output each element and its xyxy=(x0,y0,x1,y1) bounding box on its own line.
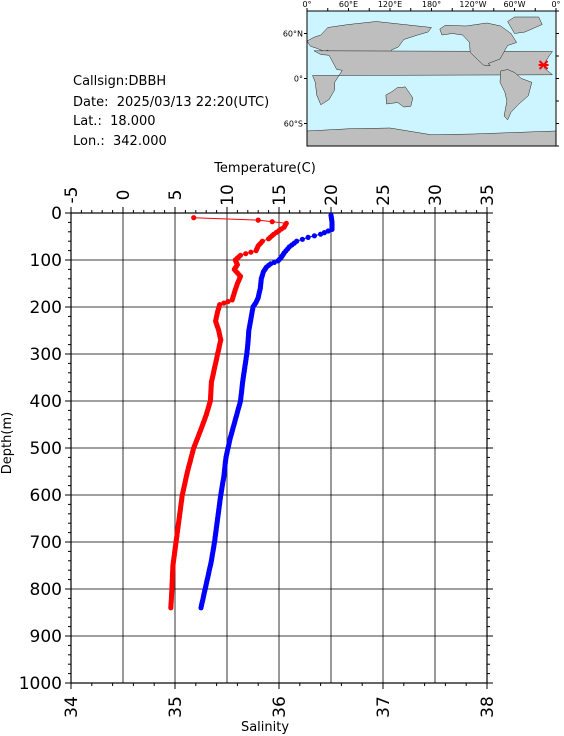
lat-value: 18.000 xyxy=(110,114,156,129)
data-point xyxy=(168,605,174,611)
data-point xyxy=(311,233,317,239)
temperature-tick-label: -5 xyxy=(62,187,82,204)
map-land-3 xyxy=(439,22,517,67)
lon-label: Lon.: xyxy=(73,134,105,149)
salinity-tick-label: 35 xyxy=(166,696,186,718)
lon-value: 342.000 xyxy=(113,134,167,149)
map-lon-tick-label: 120°E xyxy=(378,0,402,9)
depth-tick-label: 200 xyxy=(30,298,62,318)
data-point xyxy=(191,215,197,221)
callsign-text: Callsign:DBBH xyxy=(73,74,167,89)
plot-frame xyxy=(70,212,488,684)
map-lon-tick-label: 60°E xyxy=(339,0,358,9)
temperature-tick-label: 10 xyxy=(218,184,238,206)
map-lat-tick-label: 0° xyxy=(294,75,303,84)
depth-tick-label: 800 xyxy=(30,580,62,600)
salinity-series xyxy=(168,215,289,611)
data-point xyxy=(255,217,261,223)
temperature-axis-title: Temperature(C) xyxy=(213,161,316,176)
date-value: 2025/03/13 22:20(UTC) xyxy=(116,95,270,110)
data-point xyxy=(198,605,204,611)
depth-tick-label: 300 xyxy=(30,345,62,365)
data-point xyxy=(318,231,324,237)
map-lat-tick-label: 60°S xyxy=(284,120,303,129)
map-lon-tick-label: 0° xyxy=(302,0,311,9)
map-lon-tick-label: 180° xyxy=(422,0,441,9)
map-lon-tick-label: 60°W xyxy=(503,0,525,9)
data-point xyxy=(253,248,259,254)
data-point xyxy=(221,300,227,306)
depth-tick-label: 0 xyxy=(51,204,62,224)
depth-tick-label: 1000 xyxy=(19,674,62,694)
map-lat-tick-label: 60°N xyxy=(283,30,303,39)
station-marker xyxy=(538,60,549,70)
salinity-tick-label: 34 xyxy=(62,696,82,718)
temperature-tick-label: 35 xyxy=(478,184,498,206)
temperature-tick-label: 20 xyxy=(322,184,342,206)
salinity-axis-title: Salinity xyxy=(241,720,289,735)
depth-tick-label: 600 xyxy=(30,486,62,506)
date-label: Date: xyxy=(73,95,109,110)
data-point xyxy=(225,298,231,305)
temperature-tick-label: 15 xyxy=(270,184,290,206)
data-point xyxy=(229,297,235,303)
temperature-series xyxy=(198,212,335,611)
data-point xyxy=(299,236,305,242)
data-point xyxy=(266,236,272,242)
map-land-4 xyxy=(499,69,533,121)
callsign-label: Callsign:DBBH xyxy=(73,75,166,88)
data-point xyxy=(248,249,254,255)
salinity-tick-label: 36 xyxy=(270,696,290,718)
depth-tick-label: 700 xyxy=(30,533,62,553)
map-lon-tick-label: 0° xyxy=(551,0,560,9)
depth-axis-title: Depth(m) xyxy=(0,412,15,474)
lat-line: Lat.: 18.000 xyxy=(73,115,156,128)
salinity-tick-label: 38 xyxy=(478,696,498,718)
depth-tick-label: 400 xyxy=(30,392,62,412)
map-land-2 xyxy=(385,86,414,108)
temperature-tick-label: 25 xyxy=(374,184,394,206)
lon-line: Lon.: 342.000 xyxy=(73,135,167,148)
temperature-tick-label: 30 xyxy=(426,184,446,206)
data-point xyxy=(305,234,311,240)
depth-tick-label: 500 xyxy=(30,439,62,459)
lat-label: Lat.: xyxy=(73,114,102,129)
salinity-tick-label: 37 xyxy=(374,696,394,718)
depth-tick-label: 100 xyxy=(30,251,62,271)
depth-tick-label: 900 xyxy=(30,627,62,647)
data-point xyxy=(243,251,249,257)
temperature-tick-label: 5 xyxy=(166,190,186,201)
date-line: Date: 2025/03/13 22:20(UTC) xyxy=(73,96,269,109)
map-lon-tick-label: 120°W xyxy=(459,0,486,9)
temperature-tick-label: 0 xyxy=(114,190,134,201)
data-point xyxy=(269,219,275,225)
map-land-5 xyxy=(507,16,543,34)
